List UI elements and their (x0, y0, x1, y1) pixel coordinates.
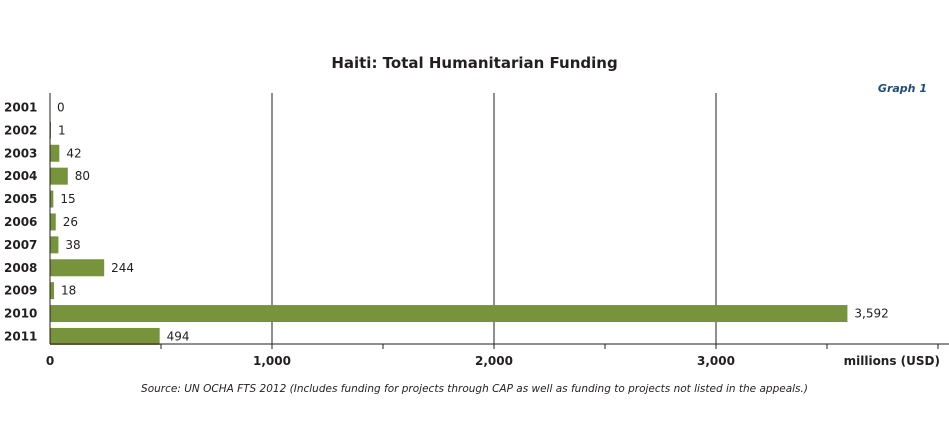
gridlines (271, 93, 717, 344)
bar-2007 (50, 236, 59, 254)
bars-group (50, 121, 848, 345)
bar-2005 (50, 190, 54, 208)
category-label-2004: 2004 (4, 169, 37, 183)
x-tick-label-3000: 3,000 (697, 354, 735, 368)
category-label-2007: 2007 (4, 238, 37, 252)
x-tick-label-1000: 1,000 (253, 354, 291, 368)
x-tick-label-0: 0 (46, 354, 54, 368)
value-label-2008: 244 (111, 261, 134, 275)
value-label-2007: 38 (65, 238, 80, 252)
bar-2003 (50, 144, 60, 162)
x-axis: 0 1,000 2,000 3,000 millions (USD) (46, 93, 949, 368)
category-label-2005: 2005 (4, 192, 37, 206)
value-label-2010: 3,592 (854, 307, 888, 321)
value-label-2005: 15 (60, 192, 75, 206)
source-note: Source: UN OCHA FTS 2012 (Includes fundi… (141, 383, 808, 395)
category-label-2010: 2010 (4, 307, 37, 321)
bar-2010 (50, 305, 848, 323)
category-label-2006: 2006 (4, 215, 37, 229)
x-axis-unit-label: millions (USD) (844, 354, 940, 368)
value-label-2002: 1 (58, 123, 66, 137)
category-labels: 2001 2002 2003 2004 2005 2006 2007 2008 2009 2010… (4, 100, 37, 343)
category-label-2009: 2009 (4, 284, 37, 298)
value-label-2004: 80 (75, 169, 90, 183)
x-tick-label-2000: 2,000 (475, 354, 513, 368)
value-label-2009: 18 (61, 284, 76, 298)
value-label-2011: 494 (167, 329, 190, 343)
category-label-2001: 2001 (4, 100, 37, 114)
bar-2006 (50, 213, 56, 231)
value-label-2001: 0 (57, 100, 65, 114)
value-label-2006: 26 (63, 215, 78, 229)
value-label-2003: 42 (66, 146, 81, 160)
bar-2004 (50, 167, 68, 185)
category-label-2002: 2002 (4, 123, 37, 137)
bar-2008 (50, 259, 105, 277)
bar-2009 (50, 282, 54, 300)
category-label-2011: 2011 (4, 329, 37, 343)
category-label-2003: 2003 (4, 146, 37, 160)
bar-2011 (50, 327, 160, 345)
category-label-2008: 2008 (4, 261, 37, 275)
graph-number-label: Graph 1 (877, 82, 927, 95)
chart-title: Haiti: Total Humanitarian Funding (331, 54, 618, 72)
